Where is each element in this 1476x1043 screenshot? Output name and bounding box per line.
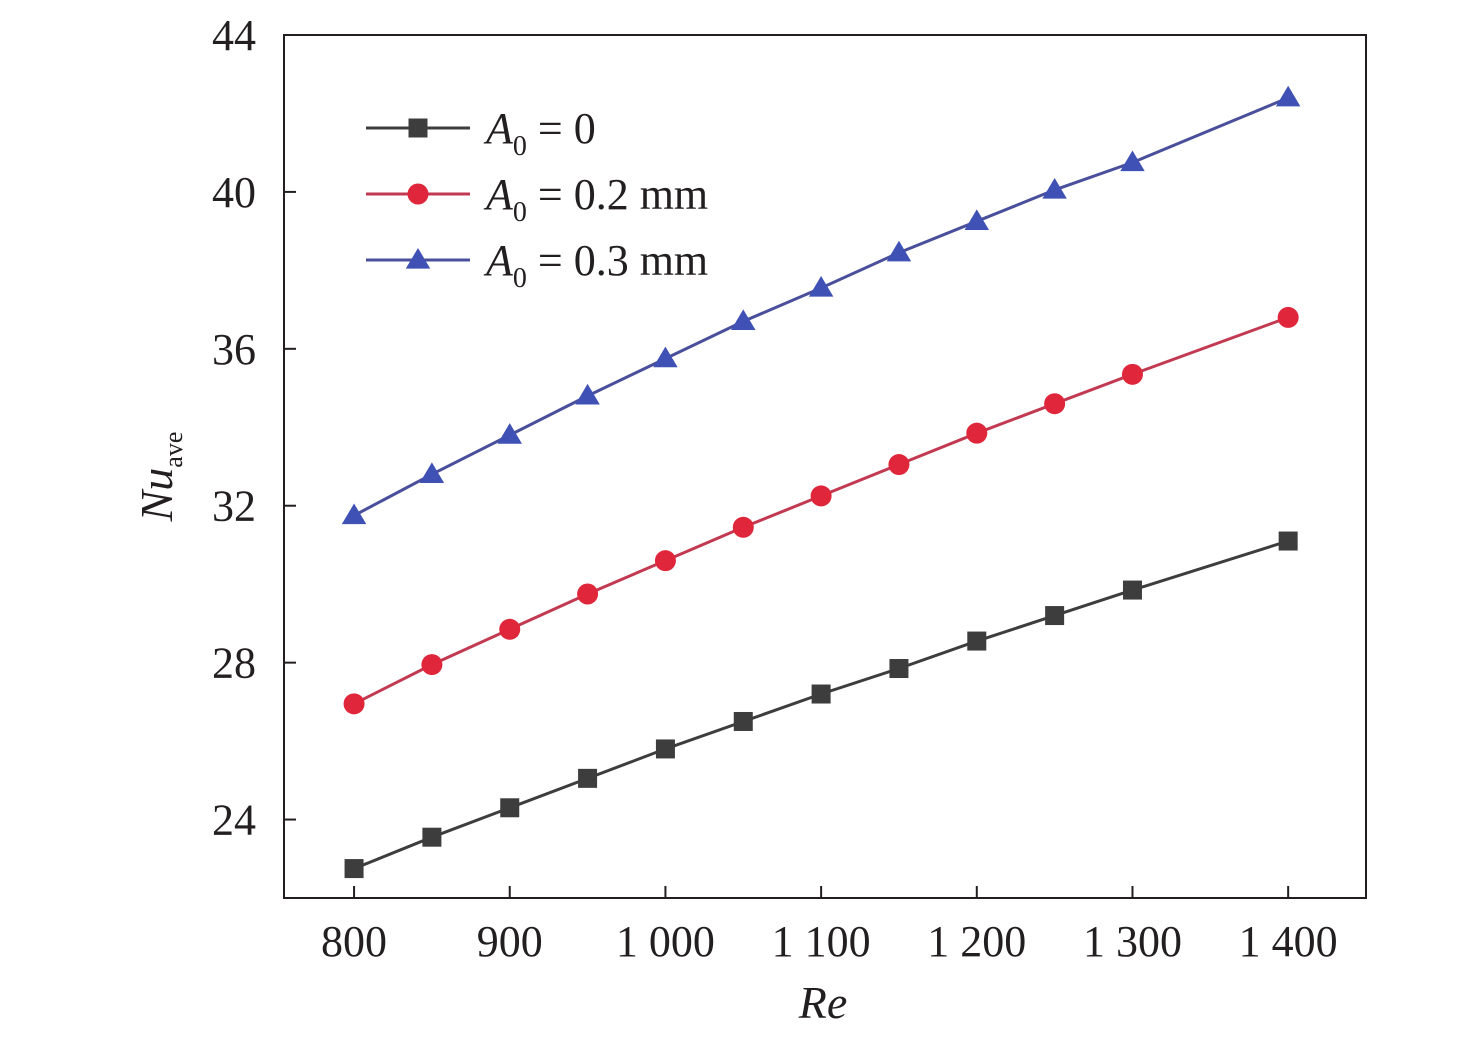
y-tick-label: 44 xyxy=(212,11,256,60)
legend-value: = 0.2 mm xyxy=(527,170,708,219)
x-tick-label: 1 000 xyxy=(616,917,715,966)
series-group xyxy=(341,85,1301,879)
series-circle xyxy=(343,306,1299,715)
legend-label: A0 = 0.2 mm xyxy=(483,170,708,228)
y-axis-title: Nuave xyxy=(131,432,188,523)
legend-subscript: 0 xyxy=(513,263,527,294)
data-point xyxy=(966,422,988,444)
legend-symbol: A xyxy=(483,236,514,285)
data-point xyxy=(422,827,442,847)
legend-label: A0 = 0 xyxy=(483,104,596,162)
data-point xyxy=(655,739,675,759)
x-tick-label: 1 300 xyxy=(1083,917,1182,966)
data-point xyxy=(575,383,600,405)
data-point xyxy=(1278,531,1298,551)
axes: 800 900 1 000 1 100 1 200 1 300 1 400 24 28 32 36 4… xyxy=(212,11,1367,966)
y-tick-label: 28 xyxy=(212,639,256,688)
series-line xyxy=(353,315,1289,706)
data-point xyxy=(1122,580,1142,600)
x-tick-label: 1 400 xyxy=(1239,917,1338,966)
data-point xyxy=(421,654,443,676)
data-point xyxy=(733,711,753,731)
series-square xyxy=(344,531,1298,879)
x-tick-label: 800 xyxy=(321,917,387,966)
legend-subscript: 0 xyxy=(513,131,527,162)
data-point xyxy=(578,768,598,788)
data-point xyxy=(888,454,910,476)
data-point xyxy=(419,462,445,483)
legend-subscript: 0 xyxy=(513,197,527,228)
data-point xyxy=(499,618,521,640)
data-point xyxy=(964,209,990,230)
x-axis-title: Re xyxy=(798,977,848,1028)
data-point xyxy=(577,583,599,605)
data-point xyxy=(1044,393,1066,415)
axis-labels: Re Nuave xyxy=(131,432,847,1028)
data-point xyxy=(889,659,909,679)
legend-entry: A0 = 0.3 mm xyxy=(366,236,708,294)
data-point xyxy=(886,240,912,262)
data-point xyxy=(500,798,520,818)
y-tick-label: 40 xyxy=(212,168,256,217)
x-tick-label: 1 100 xyxy=(772,917,871,966)
data-point xyxy=(1275,85,1301,107)
series-line xyxy=(353,96,1289,517)
data-point xyxy=(341,503,367,525)
y-tick-label: 32 xyxy=(212,482,256,531)
y-axis-title-sub: ave xyxy=(159,432,188,468)
legend-marker xyxy=(408,118,428,138)
data-point xyxy=(1121,363,1143,385)
data-point xyxy=(343,693,365,715)
legend-entry: A0 = 0 xyxy=(366,104,596,162)
data-point xyxy=(497,423,522,444)
legend-marker xyxy=(407,183,429,205)
legend-symbol: A xyxy=(483,104,514,153)
data-point xyxy=(810,485,832,507)
data-point xyxy=(731,309,756,330)
data-point xyxy=(732,516,754,538)
data-point xyxy=(811,684,831,704)
data-point xyxy=(1277,306,1299,328)
y-axis-title-main: Nu xyxy=(131,468,182,523)
x-tick-label: 900 xyxy=(477,917,543,966)
legend-marker xyxy=(405,248,431,269)
legend-entry: A0 = 0.2 mm xyxy=(366,170,708,228)
data-point xyxy=(653,346,678,368)
data-point xyxy=(1120,150,1145,172)
y-tick-label: 36 xyxy=(212,325,256,374)
legend-label: A0 = 0.3 mm xyxy=(483,236,708,294)
plot-frame xyxy=(283,34,1367,899)
series-line xyxy=(353,539,1289,870)
data-point xyxy=(1042,177,1067,199)
data-point xyxy=(967,631,987,651)
legend-value: = 0.3 mm xyxy=(527,236,708,285)
y-tick-label: 24 xyxy=(212,796,256,845)
legend-symbol: A xyxy=(483,170,514,219)
x-tick-label: 1 200 xyxy=(927,917,1026,966)
data-point xyxy=(808,276,834,297)
data-point xyxy=(654,550,676,572)
series-triangle xyxy=(341,85,1301,525)
data-point xyxy=(344,859,364,879)
legend-value: = 0 xyxy=(527,104,596,153)
data-point xyxy=(1045,606,1065,626)
